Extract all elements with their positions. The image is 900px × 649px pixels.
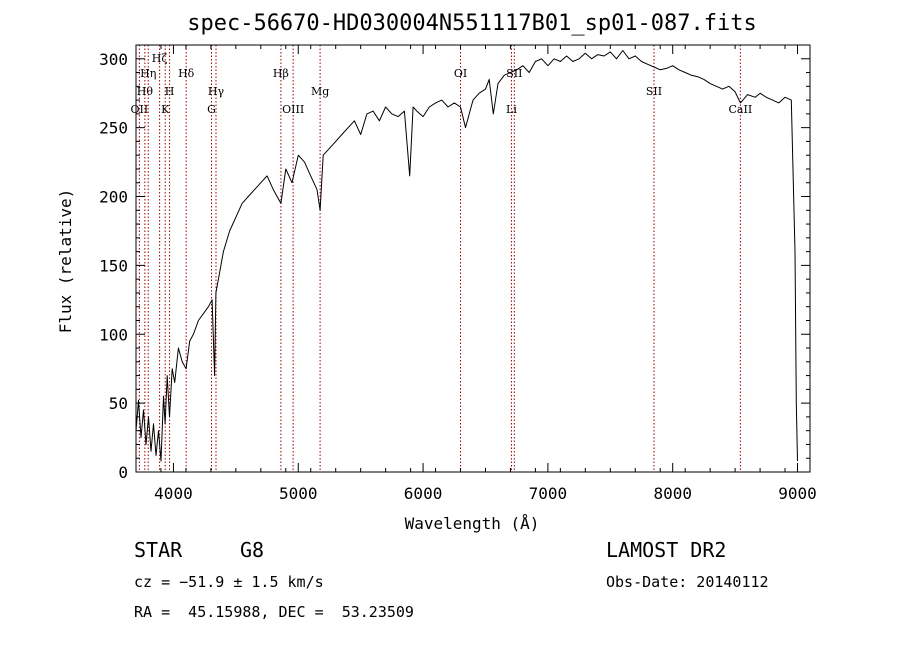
x-tick-label: 8000	[653, 484, 692, 503]
x-axis-label: Wavelength (Å)	[405, 514, 540, 533]
plot-frame	[135, 44, 811, 473]
line-marker-label: SII	[506, 67, 522, 80]
y-tick-label: 100	[99, 325, 128, 344]
x-tick-label: 9000	[778, 484, 817, 503]
x-tick-label: 6000	[404, 484, 443, 503]
object-subclass: G8	[240, 538, 265, 562]
y-tick-label: 0	[118, 463, 128, 482]
y-tick-label: 300	[99, 50, 128, 69]
line-marker-label: OIII	[282, 103, 304, 116]
line-marker-label: K	[161, 103, 170, 116]
obs-date: Obs-Date: 20140112	[606, 573, 769, 591]
line-marker-label: CaII	[729, 103, 753, 116]
y-tick-label: 200	[99, 188, 128, 207]
y-tick-label: 50	[109, 394, 128, 413]
line-marker-label: Hδ	[178, 67, 195, 80]
y-tick-label: 250	[99, 119, 128, 138]
line-marker-label: OII	[131, 103, 149, 116]
line-marker-label: H	[165, 85, 175, 98]
x-tick-label: 5000	[279, 484, 318, 503]
survey-name: LAMOST DR2	[606, 538, 727, 562]
x-tick-label: 4000	[154, 484, 193, 503]
line-marker-label: G	[207, 103, 216, 116]
line-marker-label: Mg	[311, 85, 329, 98]
line-marker-label: Hβ	[273, 67, 289, 80]
x-tick-label: 7000	[529, 484, 568, 503]
chart-title: spec-56670-HD030004N551117B01_sp01-087.f…	[187, 11, 757, 36]
plot-area	[135, 50, 798, 462]
line-marker-label: OI	[454, 67, 467, 80]
y-axis-label: Flux (relative)	[56, 189, 75, 334]
line-marker-label: Li	[506, 103, 517, 116]
object-class: STAR	[134, 538, 183, 562]
spectrum-series	[135, 50, 798, 462]
line-marker-label: SII	[646, 85, 662, 98]
y-tick-label: 150	[99, 256, 128, 275]
x-axis-ticks: 4000 5000 6000 7000 8000 9000	[135, 45, 817, 503]
line-marker-label: Hγ	[208, 85, 225, 98]
redshift-cz: cz = −51.9 ± 1.5 km/s	[134, 573, 324, 591]
line-marker-label: Hθ	[137, 85, 154, 98]
line-marker-label: Hη	[140, 67, 156, 80]
y-axis-ticks: 0 50 100 150 200 250 300	[99, 50, 810, 482]
spectrum-chart: spec-56670-HD030004N551117B01_sp01-087.f…	[56, 11, 817, 533]
ra-dec: RA = 45.15988, DEC = 53.23509	[134, 603, 414, 621]
line-marker-label: Hζ	[152, 52, 168, 65]
